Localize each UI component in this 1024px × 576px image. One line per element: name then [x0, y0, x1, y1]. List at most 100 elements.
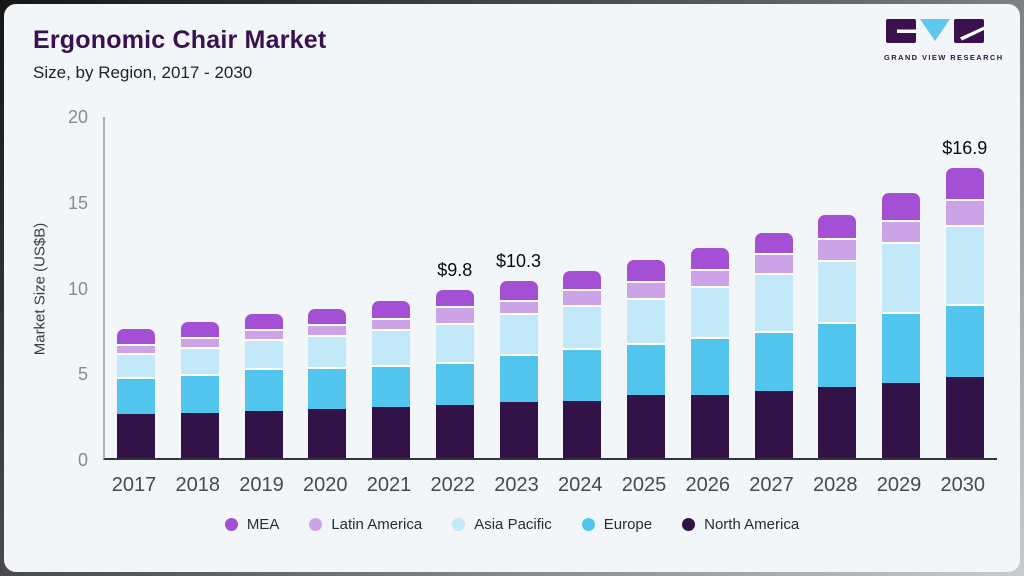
- bar-segment-europe: [499, 354, 538, 403]
- bar-segment-north-america: [563, 400, 602, 458]
- legend-item-mea: MEA: [224, 516, 280, 533]
- bar-segment-europe: [627, 343, 665, 395]
- gvr-logo-mark-icon: [886, 19, 984, 43]
- legend-item-latin-america: Latin America: [309, 516, 422, 533]
- gvr-logo-text: GRAND VIEW RESEARCH: [884, 53, 1004, 62]
- bar-segment-asia-pacific: [627, 297, 665, 344]
- bar-segment-north-america: [754, 391, 793, 458]
- legend-dot-icon: [452, 518, 466, 531]
- bar-segment-mea: [499, 281, 538, 301]
- bar-segment-latin-america: [372, 318, 410, 329]
- bar-segment-latin-america: [563, 289, 602, 305]
- bar-segment-asia-pacific: [180, 347, 219, 374]
- x-tick-label: 2026: [685, 474, 731, 496]
- bar-2018: [180, 321, 219, 458]
- bar-segment-latin-america: [499, 300, 538, 314]
- bar-segment-north-america: [945, 376, 984, 458]
- x-tick-label: 2017: [111, 474, 157, 496]
- bar-segment-europe: [435, 361, 474, 405]
- bar-segment-latin-america: [117, 344, 155, 353]
- y-tick-label: 10: [67, 278, 88, 299]
- bar-segment-mea: [818, 214, 857, 238]
- bar-segment-latin-america: [627, 280, 665, 298]
- bar-segment-latin-america: [818, 237, 857, 260]
- legend-label: North America: [704, 516, 800, 533]
- y-tick-label: 0: [77, 450, 88, 470]
- bar-segment-asia-pacific: [882, 241, 920, 313]
- bar-segment-mea: [563, 271, 602, 290]
- bar-segment-asia-pacific: [308, 335, 347, 368]
- bar-segment-asia-pacific: [818, 259, 857, 322]
- bar-segment-latin-america: [690, 269, 729, 286]
- bar-segment-mea: [627, 259, 665, 281]
- x-tick-label: 2022: [430, 474, 476, 496]
- bar-segment-latin-america: [435, 306, 474, 323]
- legend-dot-icon: [682, 518, 696, 531]
- x-tick-label: 2021: [366, 474, 412, 496]
- bar-segment-latin-america: [308, 324, 347, 336]
- bar-segment-asia-pacific: [945, 224, 984, 304]
- bar-segment-europe: [945, 303, 984, 377]
- bar-segment-europe: [308, 367, 347, 410]
- bar-segment-latin-america: [945, 199, 984, 225]
- x-tick-label: 2029: [876, 474, 922, 496]
- x-tick-label: 2023: [494, 474, 539, 496]
- bar-segment-mea: [308, 308, 347, 325]
- bar-segment-asia-pacific: [563, 304, 602, 349]
- bar-segment-asia-pacific: [499, 313, 538, 355]
- bar-segment-mea: [435, 289, 474, 307]
- bar-segment-north-america: [627, 394, 665, 458]
- bar-segment-asia-pacific: [435, 322, 474, 362]
- bar-segment-north-america: [117, 414, 155, 458]
- bar-segment-europe: [882, 312, 920, 383]
- bar-segment-latin-america: [180, 337, 219, 348]
- bar-segment-mea: [882, 193, 920, 220]
- bar-segment-mea: [945, 168, 984, 200]
- y-tick-label: 5: [77, 364, 88, 385]
- bar-segment-mea: [180, 321, 219, 338]
- bar-segment-north-america: [308, 409, 347, 458]
- x-tick-label: 2020: [303, 474, 348, 496]
- bar-segment-europe: [180, 373, 219, 414]
- plot-area: $9.8 $10.3 $16.9: [103, 117, 997, 460]
- x-tick-label: 2024: [558, 474, 603, 496]
- x-tick-label: 2028: [813, 474, 858, 496]
- bar-2026: [690, 247, 729, 458]
- page-title: Ergonomic Chair Market: [33, 26, 327, 54]
- bar-segment-north-america: [372, 407, 410, 458]
- bar-2022: [435, 289, 474, 458]
- legend-item-asia-pacific: Asia Pacific: [452, 516, 552, 533]
- bar-segment-europe: [754, 331, 793, 392]
- bar-segment-mea: [117, 329, 155, 344]
- bar-2030: [945, 168, 984, 458]
- bar-segment-europe: [244, 367, 283, 411]
- legend-label: MEA: [246, 516, 280, 533]
- bar-segment-asia-pacific: [244, 338, 283, 368]
- x-tick-label: 2030: [940, 474, 986, 496]
- bar-2027: [754, 232, 793, 458]
- bar-segment-asia-pacific: [754, 272, 793, 332]
- bar-segment-mea: [754, 232, 793, 254]
- y-tick-label: 15: [67, 192, 88, 213]
- x-tick-label: 2018: [175, 474, 221, 496]
- legend-label: Asia Pacific: [474, 516, 552, 533]
- bar-segment-europe: [372, 364, 410, 408]
- bar-2017: [117, 329, 155, 458]
- bar-segment-north-america: [690, 394, 729, 458]
- y-tick-label: 20: [67, 107, 88, 127]
- legend-label: Europe: [603, 516, 653, 533]
- bar-2023: [499, 281, 538, 458]
- bar-segment-latin-america: [882, 219, 920, 242]
- bar-2029: [882, 193, 920, 458]
- legend-dot-icon: [224, 518, 238, 531]
- value-label-2022: $9.8: [437, 259, 473, 280]
- legend-label: Latin America: [331, 516, 423, 533]
- bar-segment-europe: [117, 376, 155, 415]
- bar-segment-asia-pacific: [372, 328, 410, 365]
- bar-2019: [244, 313, 283, 458]
- legend-item-europe: Europe: [581, 516, 653, 533]
- value-label-2023: $10.3: [495, 251, 542, 272]
- bar-2021: [372, 301, 410, 458]
- bar-segment-europe: [690, 337, 729, 395]
- bar-segment-latin-america: [244, 329, 283, 339]
